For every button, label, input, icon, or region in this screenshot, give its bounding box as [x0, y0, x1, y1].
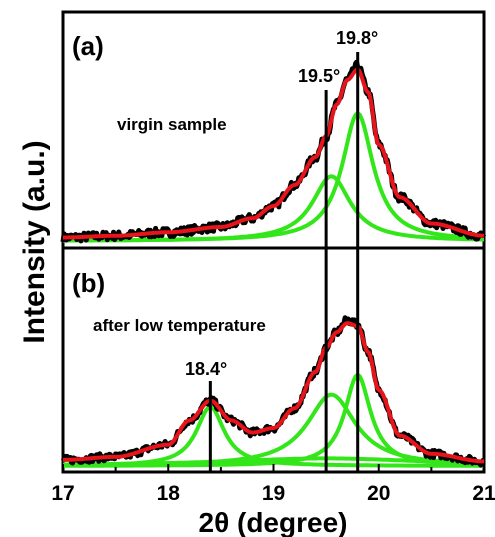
x-tick-label: 18	[157, 482, 181, 505]
measured-data-line	[60, 315, 486, 468]
peak-label-19-5: 19.5°	[298, 66, 340, 86]
x-axis-label: 2θ (degree)	[199, 507, 348, 537]
x-tick-label: 20	[367, 482, 390, 505]
fitted-curve-line	[62, 321, 485, 464]
x-axis-ticks: 17 18 19 20 21	[51, 464, 495, 505]
fitted-curve-line	[62, 67, 485, 240]
peak-label-19-8: 19.8°	[336, 28, 378, 48]
peak-component-4	[63, 456, 484, 467]
y-axis-label: Intensity (a.u.)	[18, 140, 51, 343]
x-tick-label: 17	[51, 482, 74, 505]
panel-a-annotation: virgin sample	[117, 115, 227, 134]
panel-b-frame	[61, 246, 486, 474]
peak-label-18-4: 18.4°	[185, 359, 227, 379]
x-tick-label: 19	[262, 482, 285, 505]
panel-a-plot	[60, 52, 487, 248]
panel-b-annotation: after low temperature	[93, 316, 266, 335]
x-tick-label: 21	[472, 482, 495, 505]
panel-a-label: (a)	[72, 31, 104, 61]
peak-component-2	[63, 111, 485, 243]
panel-b-label: (b)	[72, 268, 105, 298]
panel-b-plot	[60, 248, 486, 472]
